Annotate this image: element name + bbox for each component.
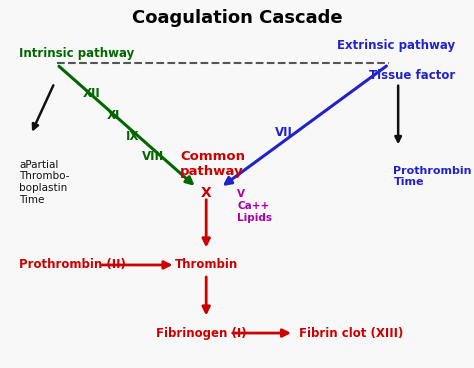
- Text: XI: XI: [107, 109, 120, 123]
- Text: XII: XII: [83, 87, 100, 100]
- Text: Prothrombin
Time: Prothrombin Time: [393, 166, 472, 187]
- Text: Tissue factor: Tissue factor: [369, 69, 455, 82]
- Text: Extrinsic pathway: Extrinsic pathway: [337, 39, 455, 53]
- Text: Thrombin: Thrombin: [174, 258, 238, 272]
- Text: Prothrombin (II): Prothrombin (II): [19, 258, 126, 272]
- Text: Fibrin clot (XIII): Fibrin clot (XIII): [299, 326, 403, 340]
- Text: IX: IX: [126, 130, 139, 143]
- Text: V
Ca++
Lipids: V Ca++ Lipids: [237, 190, 272, 223]
- Text: VII: VII: [275, 126, 293, 139]
- Text: VIII: VIII: [142, 150, 164, 163]
- Text: Common
pathway: Common pathway: [180, 150, 245, 178]
- Text: Fibrinogen (I): Fibrinogen (I): [156, 326, 247, 340]
- Text: Coagulation Cascade: Coagulation Cascade: [132, 9, 342, 27]
- Text: X: X: [201, 186, 211, 200]
- Text: aPartial
Thrombo-
boplastin
Time: aPartial Thrombo- boplastin Time: [19, 160, 70, 205]
- Text: Intrinsic pathway: Intrinsic pathway: [19, 47, 134, 60]
